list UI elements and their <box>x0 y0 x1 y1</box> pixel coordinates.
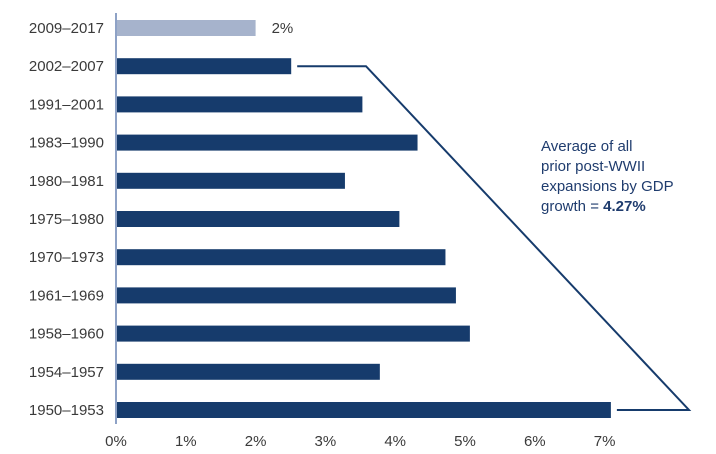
bar-9 <box>116 363 380 380</box>
x-tick-label-0: 0% <box>105 433 127 450</box>
x-tick-label-6: 6% <box>524 433 546 450</box>
category-label-0: 2009–2017 <box>29 20 104 37</box>
x-tick-label-1: 1% <box>175 433 197 450</box>
annotation-line-1: Average of all <box>541 138 632 155</box>
x-tick-label-7: 7% <box>594 433 616 450</box>
x-tick-labels: 0% 1% 2% 3% 4% 5% 6% 7% <box>105 433 615 450</box>
category-label-7: 1961–1969 <box>29 287 104 304</box>
category-label-2: 1991–2001 <box>29 96 104 113</box>
category-label-10: 1950–1953 <box>29 402 104 419</box>
category-labels: 2009–2017 2002–2007 1991–2001 1983–1990 1980… <box>29 20 104 419</box>
annotation-line-3: expansions by GDP <box>541 178 674 195</box>
bar-7 <box>116 287 456 304</box>
x-tick-label-4: 4% <box>384 433 406 450</box>
data-label-0: 2% <box>272 20 294 37</box>
annotation-average-value: 4.27% <box>603 198 646 215</box>
x-tick-label-2: 2% <box>245 433 267 450</box>
annotation-line-4: growth = 4.27% <box>541 198 646 215</box>
category-label-1: 2002–2007 <box>29 58 104 75</box>
bar-0 <box>116 20 256 36</box>
x-tick-label-3: 3% <box>315 433 337 450</box>
category-label-5: 1975–1980 <box>29 211 104 228</box>
category-label-3: 1983–1990 <box>29 135 104 152</box>
category-label-9: 1954–1957 <box>29 364 104 381</box>
bar-6 <box>116 249 446 266</box>
category-label-4: 1980–1981 <box>29 173 104 190</box>
bar-8 <box>116 325 470 342</box>
average-bracket <box>297 65 692 411</box>
annotation-line-2: prior post-WWII <box>541 158 645 175</box>
bar-2 <box>116 96 363 113</box>
category-label-6: 1970–1973 <box>29 249 104 266</box>
bar-3 <box>116 134 418 151</box>
average-annotation: Average of all prior post-WWII expansion… <box>541 138 677 215</box>
bar-5 <box>116 211 400 227</box>
annotation-prefix: growth = <box>541 198 603 215</box>
category-label-8: 1958–1960 <box>29 326 104 343</box>
bars-group <box>116 20 611 418</box>
bar-4 <box>116 172 345 189</box>
bar-10 <box>116 402 611 418</box>
bar-1 <box>116 58 292 75</box>
x-tick-label-5: 5% <box>454 433 476 450</box>
data-labels: 2% <box>272 20 294 37</box>
